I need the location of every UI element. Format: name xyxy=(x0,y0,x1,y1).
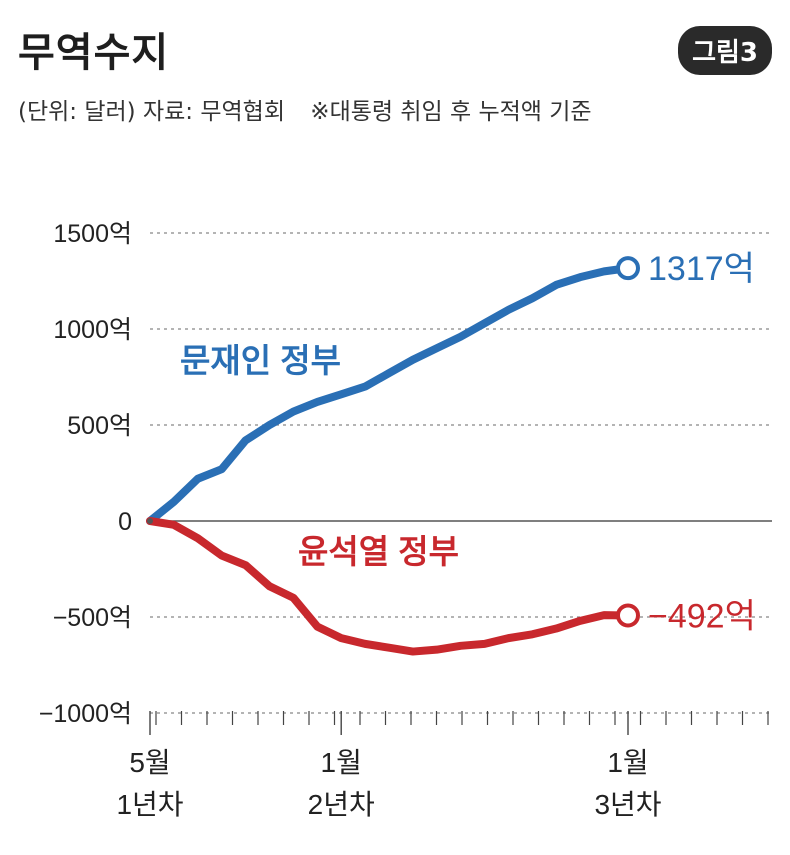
series-line-moon xyxy=(146,264,632,525)
chart-subtitle: (단위: 달러) 자료: 무역협회 ※대통령 취임 후 누적액 기준 xyxy=(18,92,592,126)
x-tick-label: 1월 xyxy=(607,747,648,778)
x-tick-label: 2년차 xyxy=(308,789,375,820)
unit-source-note: (단위: 달러) 자료: 무역협회 xyxy=(18,99,285,125)
chart-title: 무역수지 xyxy=(18,30,170,76)
y-tick-label: 0 xyxy=(118,508,132,536)
series-line-yoon xyxy=(146,517,632,656)
y-tick-label: 500억 xyxy=(67,412,132,440)
origin-point xyxy=(147,518,153,524)
x-tick-label: 1월 xyxy=(321,747,362,778)
series-end-marker xyxy=(616,256,640,281)
basis-footnote: ※대통령 취임 후 누적액 기준 xyxy=(310,99,592,125)
y-tick-label: −1000억 xyxy=(39,700,132,728)
series-end-marker xyxy=(616,603,640,628)
series-name-label: 문재인 정부 xyxy=(180,342,341,379)
figure-number-badge: 그림3 xyxy=(678,26,772,75)
x-tick-label: 5월 xyxy=(129,747,170,778)
series-end-value-label: −492억 xyxy=(648,597,756,635)
y-tick-label: 1500억 xyxy=(53,220,132,248)
x-tick-label: 3년차 xyxy=(594,789,661,820)
y-tick-label: −500억 xyxy=(53,604,132,632)
x-tick-label: 1년차 xyxy=(116,789,183,820)
series-name-label: 윤석열 정부 xyxy=(298,533,459,570)
series-end-value-label: 1317억 xyxy=(648,250,755,288)
y-tick-label: 1000억 xyxy=(53,316,132,344)
